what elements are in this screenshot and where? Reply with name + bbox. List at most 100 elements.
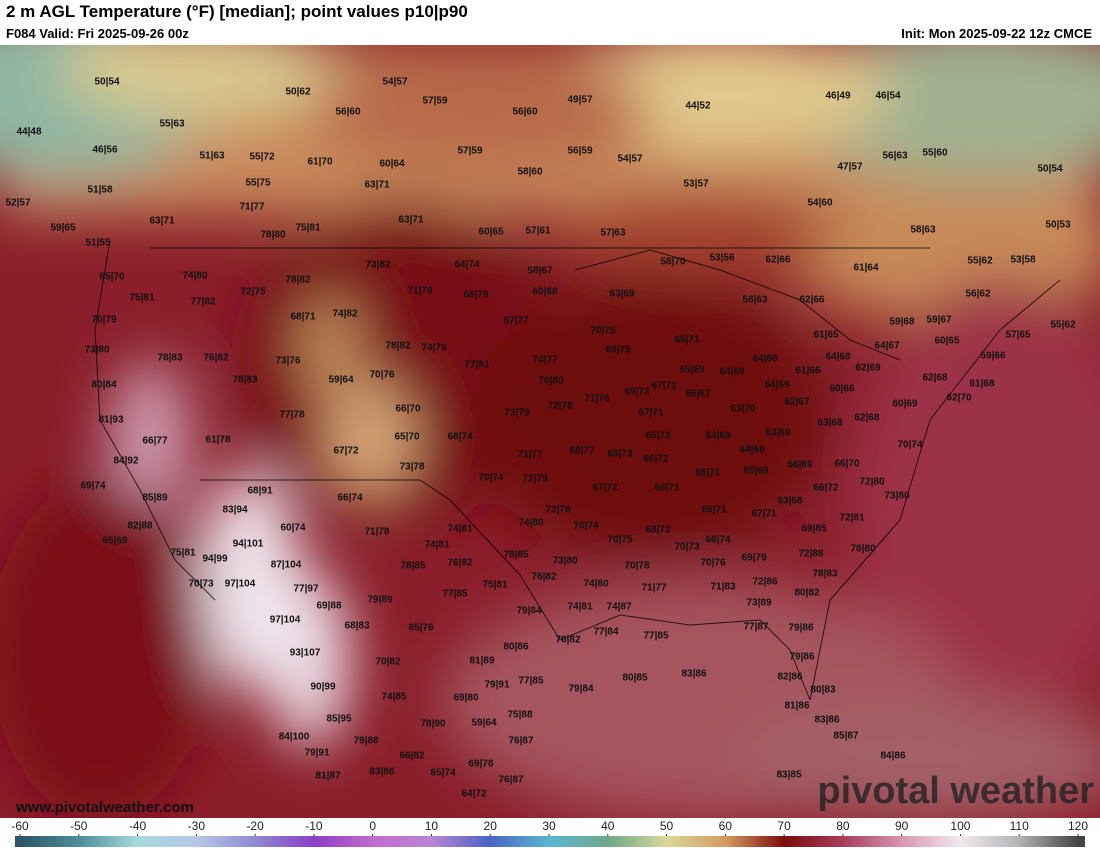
point-value: 70|78 bbox=[624, 561, 649, 572]
point-value: 78|85 bbox=[503, 550, 528, 561]
point-value: 74|80 bbox=[518, 518, 543, 529]
point-value: 46|54 bbox=[875, 91, 900, 102]
point-value: 61|78 bbox=[205, 435, 230, 446]
point-value: 74|80 bbox=[182, 271, 207, 282]
point-value: 67|72 bbox=[592, 483, 617, 494]
point-value: 81|93 bbox=[98, 415, 123, 426]
point-value: 77|81 bbox=[464, 360, 489, 371]
point-value: 70|76 bbox=[700, 558, 725, 569]
point-value: 59|66 bbox=[980, 351, 1005, 362]
colorbar-tick-label: -60 bbox=[11, 819, 29, 833]
point-value: 85|87 bbox=[833, 731, 858, 742]
point-value: 66|72 bbox=[643, 454, 668, 465]
watermark-url: www.pivotalweather.com bbox=[15, 799, 194, 816]
point-value: 70|75 bbox=[590, 326, 615, 337]
point-value: 78|80 bbox=[260, 230, 285, 241]
point-value: 76|82 bbox=[203, 353, 228, 364]
point-value: 80|86 bbox=[503, 642, 528, 653]
point-value: 72|75 bbox=[240, 287, 265, 298]
point-value: 67|72 bbox=[333, 446, 358, 457]
point-value: 72|88 bbox=[798, 549, 823, 560]
point-value: 63|69 bbox=[609, 289, 634, 300]
colorbar-tick-label: 60 bbox=[719, 819, 733, 833]
header-bg bbox=[0, 0, 1100, 45]
point-value: 75|81 bbox=[170, 548, 195, 559]
point-value: 66|74 bbox=[337, 493, 362, 504]
point-value: 75|81 bbox=[129, 293, 154, 304]
point-value: 46|56 bbox=[92, 145, 117, 156]
point-value: 67|72 bbox=[651, 381, 676, 392]
point-value: 63|71 bbox=[149, 216, 174, 227]
point-value: 66|71 bbox=[701, 505, 726, 516]
point-value: 74|85 bbox=[381, 692, 406, 703]
point-value: 79|86 bbox=[788, 623, 813, 634]
point-value: 74|77 bbox=[532, 355, 557, 366]
point-value: 60|65 bbox=[478, 227, 503, 238]
point-value: 90|99 bbox=[310, 682, 335, 693]
point-value: 71|78 bbox=[364, 527, 389, 538]
colorbar-tick-label: -50 bbox=[70, 819, 88, 833]
point-value: 64|67 bbox=[874, 341, 899, 352]
point-value: 62|70 bbox=[946, 393, 971, 404]
valid-time: F084 Valid: Fri 2025-09-26 00z bbox=[6, 26, 189, 41]
point-value: 65|70 bbox=[99, 272, 124, 283]
point-value: 74|81 bbox=[567, 602, 592, 613]
point-value: 60|66 bbox=[829, 384, 854, 395]
point-value: 76|82 bbox=[555, 635, 580, 646]
point-value: 93|107 bbox=[290, 648, 321, 659]
point-value: 61|68 bbox=[969, 379, 994, 390]
point-value: 62|66 bbox=[765, 255, 790, 266]
point-value: 78|83 bbox=[157, 353, 182, 364]
point-value: 81|86 bbox=[784, 701, 809, 712]
point-value: 72|86 bbox=[752, 577, 777, 588]
colorbar-tick-label: 110 bbox=[1010, 819, 1029, 833]
point-value: 55|60 bbox=[922, 148, 947, 159]
point-value: 82|86 bbox=[777, 672, 802, 683]
point-value: 75|81 bbox=[295, 223, 320, 234]
point-value: 73|80 bbox=[884, 491, 909, 502]
point-value: 68|73 bbox=[607, 449, 632, 460]
point-value: 67|77 bbox=[503, 316, 528, 327]
point-value: 60|64 bbox=[379, 159, 404, 170]
point-value: 84|86 bbox=[880, 751, 905, 762]
point-value: 70|73 bbox=[674, 542, 699, 553]
point-value: 64|69 bbox=[705, 431, 730, 442]
point-value: 70|74 bbox=[897, 440, 922, 451]
colorbar-tick-label: 120 bbox=[1068, 819, 1088, 833]
point-value: 72|81 bbox=[839, 513, 864, 524]
colorbar-tick-label: -20 bbox=[246, 819, 264, 833]
point-value: 64|68 bbox=[825, 352, 850, 363]
point-value: 74|81 bbox=[424, 540, 449, 551]
point-value: 71|77 bbox=[239, 202, 264, 213]
point-value: 63|68 bbox=[777, 496, 802, 507]
point-value: 80|82 bbox=[794, 588, 819, 599]
point-value: 80|84 bbox=[91, 380, 116, 391]
point-value: 62|68 bbox=[922, 373, 947, 384]
colorbar-tick-label: 10 bbox=[425, 819, 439, 833]
point-value: 70|80 bbox=[538, 376, 563, 387]
point-value: 77|87 bbox=[743, 622, 768, 633]
point-value: 54|57 bbox=[382, 77, 407, 88]
point-value: 68|91 bbox=[247, 486, 272, 497]
point-value: 67|71 bbox=[638, 408, 663, 419]
point-value: 57|61 bbox=[525, 226, 550, 237]
point-value: 78|85 bbox=[400, 561, 425, 572]
point-value: 65|72 bbox=[645, 431, 670, 442]
point-value: 60|74 bbox=[280, 523, 305, 534]
point-value: 77|85 bbox=[518, 676, 543, 687]
point-value: 69|78 bbox=[468, 759, 493, 770]
colorbar-ticks: -60 -50 -40 -30 -20 -10 0 10 20 30 40 50 60 70 80 90 100… bbox=[11, 819, 1088, 836]
point-value: 70|76 bbox=[369, 370, 394, 381]
point-value: 65|71 bbox=[674, 335, 699, 346]
point-value: 69|88 bbox=[316, 601, 341, 612]
colorbar-tick-label: -10 bbox=[305, 819, 323, 833]
point-value: 66|67 bbox=[685, 389, 710, 400]
point-value: 54|60 bbox=[807, 198, 832, 209]
point-value: 56|59 bbox=[567, 146, 592, 157]
point-value: 81|87 bbox=[315, 771, 340, 782]
colorbar-tick-label: -40 bbox=[129, 819, 147, 833]
point-value: 64|68 bbox=[752, 354, 777, 365]
colorbar-tick-label: 50 bbox=[660, 819, 674, 833]
point-value: 69|79 bbox=[741, 553, 766, 564]
